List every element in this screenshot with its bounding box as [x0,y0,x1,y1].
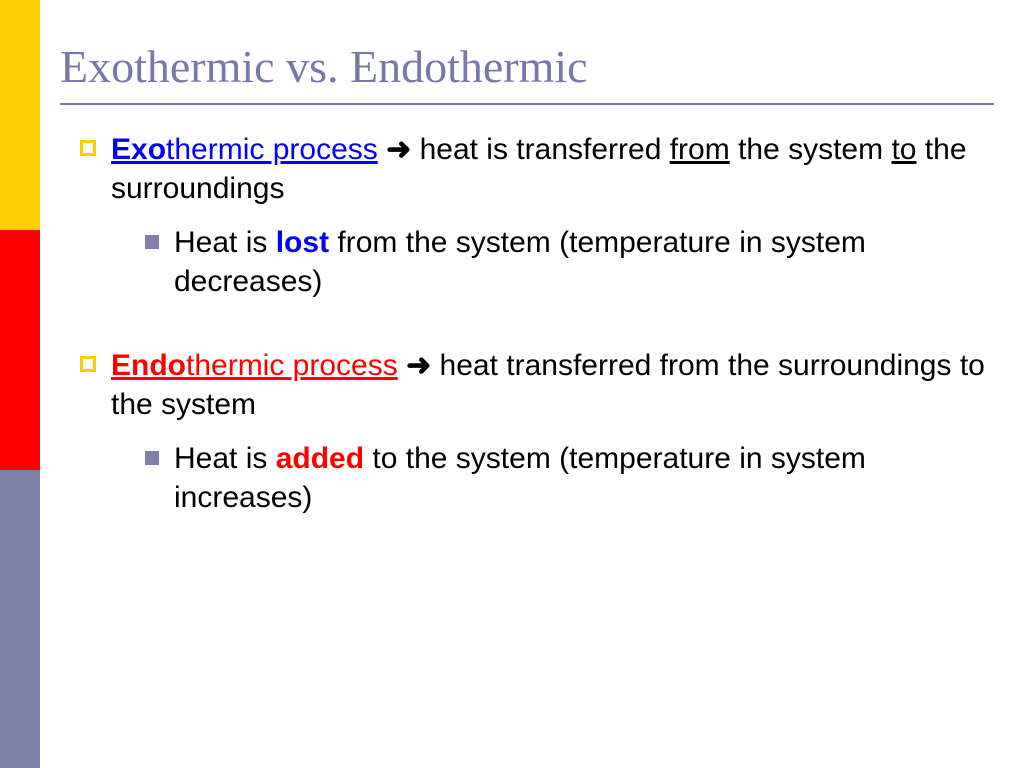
exo-sub-before: Heat is [174,226,276,259]
exo-suffix: thermic process [166,133,378,166]
bullet-endothermic: Endothermic process ➜ heat transferred f… [80,346,994,424]
endo-prefix: Endo [111,349,186,382]
bullet-filled-icon [145,451,159,465]
exothermic-sub-text: Heat is lost from the system (temperatur… [174,223,994,301]
endo-sub-keyword: added [276,442,364,475]
slide-content: Exothermic vs. Endothermic Exothermic pr… [60,40,994,562]
sidebar-purple-block [0,470,40,768]
arrow-icon: ➜ [406,349,431,382]
bullet-filled-icon [145,235,159,249]
bullet-open-icon [80,140,96,156]
bullet-open-icon [80,356,96,372]
endo-sub-before: Heat is [174,442,276,475]
exo-prefix: Exo [111,133,166,166]
exo-sub-keyword: lost [276,226,329,259]
exo-def-u1: from [670,133,730,166]
arrow-icon: ➜ [386,133,411,166]
sidebar-red-block [0,230,40,470]
bullet-exothermic-sub: Heat is lost from the system (temperatur… [145,223,994,301]
exo-def-u2: to [891,133,916,166]
sidebar-accent [0,0,40,768]
slide-title: Exothermic vs. Endothermic [60,40,994,105]
exo-def-mid: the system [730,133,892,166]
sidebar-yellow-block [0,0,40,230]
bullet-exothermic: Exothermic process ➜ heat is transferred… [80,130,994,208]
bullet-endothermic-sub: Heat is added to the system (temperature… [145,439,994,517]
exothermic-definition: Exothermic process ➜ heat is transferred… [111,130,994,208]
exo-def-before: heat is transferred [411,133,669,166]
endo-suffix: thermic process [186,349,398,382]
endothermic-sub-text: Heat is added to the system (temperature… [174,439,994,517]
endothermic-definition: Endothermic process ➜ heat transferred f… [111,346,994,424]
